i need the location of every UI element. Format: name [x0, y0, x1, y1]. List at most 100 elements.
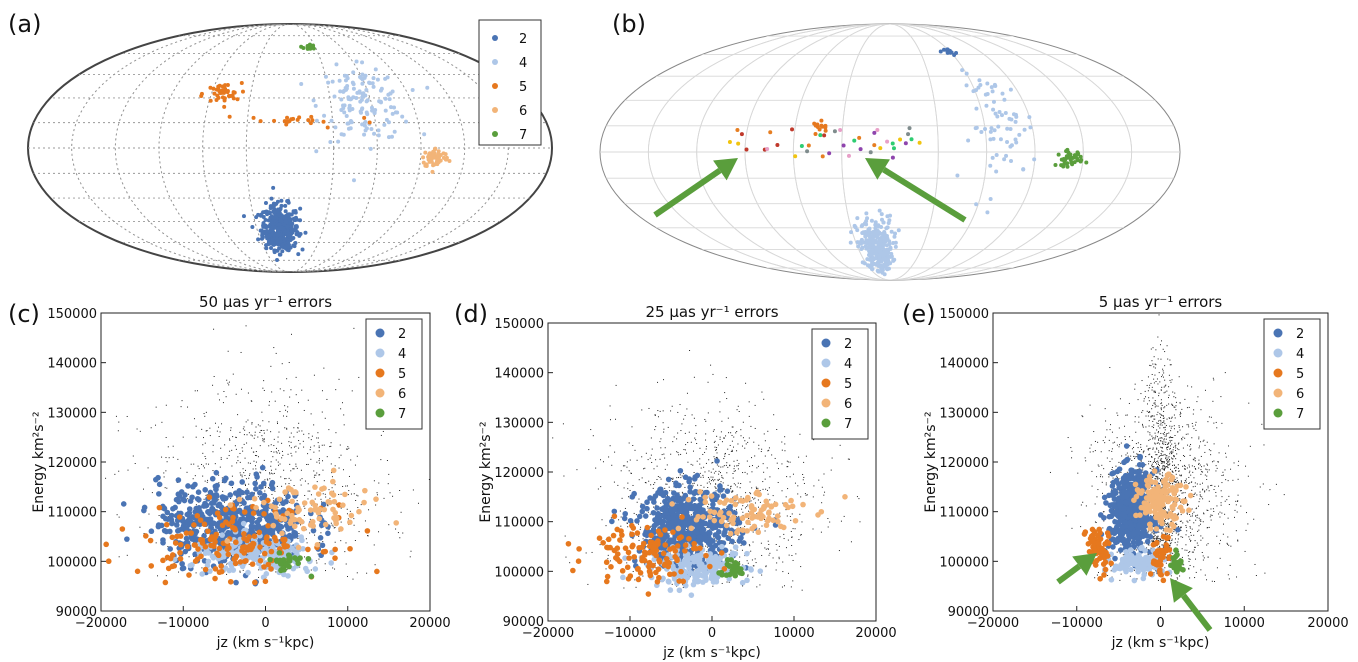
- background-point: [708, 470, 710, 472]
- background-point: [268, 445, 270, 447]
- background-point: [659, 476, 661, 478]
- point-group-2: [192, 551, 198, 558]
- background-point: [706, 551, 708, 553]
- background-point: [732, 472, 734, 474]
- point-group-4: [682, 582, 689, 589]
- background-point: [666, 532, 668, 534]
- point-group-4: [988, 137, 993, 142]
- background-point: [752, 565, 754, 567]
- background-point: [428, 478, 430, 480]
- point-group-6: [298, 518, 305, 525]
- background-point: [732, 490, 734, 492]
- background-point: [383, 497, 385, 499]
- background-point: [736, 431, 738, 433]
- point-group-6: [427, 152, 432, 157]
- background-point: [667, 426, 669, 428]
- background-point: [203, 467, 205, 469]
- background-point: [399, 537, 401, 539]
- background-point: [706, 527, 708, 529]
- background-point: [646, 546, 648, 548]
- point-group-4: [322, 113, 327, 118]
- background-point: [715, 487, 717, 489]
- point-group-7: [1079, 158, 1084, 163]
- background-point: [263, 441, 265, 443]
- background-point: [460, 550, 461, 551]
- background-point: [222, 402, 224, 404]
- background-point: [681, 423, 683, 425]
- point-group-2: [263, 200, 268, 205]
- point-group-4: [372, 131, 377, 136]
- background-point: [318, 460, 320, 462]
- background-point: [749, 492, 751, 494]
- legend-label-4: 4: [519, 56, 527, 71]
- background-point: [313, 374, 315, 376]
- point-group-6: [289, 498, 295, 505]
- background-point: [821, 486, 823, 488]
- point-group-4: [363, 120, 368, 125]
- point-group-2: [703, 537, 709, 544]
- point-group-4: [869, 263, 874, 268]
- background-point: [632, 484, 634, 486]
- background-point: [762, 481, 764, 483]
- background-point: [237, 456, 239, 458]
- point-group-5: [617, 537, 623, 543]
- background-point: [328, 489, 330, 491]
- point-group-4: [299, 82, 304, 87]
- point-group-4: [677, 561, 684, 568]
- point-group-7: [1069, 160, 1074, 165]
- background-point: [330, 445, 332, 447]
- background-point: [258, 576, 260, 578]
- meridian-line: [202, 24, 378, 272]
- background-point: [309, 532, 311, 534]
- point-group-4: [857, 240, 862, 245]
- background-point: [647, 511, 649, 513]
- point-group-4: [345, 83, 350, 88]
- point-group-4: [1027, 115, 1032, 120]
- background-point: [304, 507, 306, 509]
- background-point: [777, 468, 779, 470]
- background-point: [689, 350, 691, 352]
- point-group-4: [360, 81, 365, 86]
- point-group-4: [971, 89, 976, 94]
- background-point: [707, 506, 709, 508]
- point-group-4: [864, 246, 869, 251]
- background-point: [255, 479, 257, 481]
- point-group-4: [964, 83, 969, 88]
- background-point: [726, 398, 728, 400]
- background-point: [305, 538, 307, 540]
- background-point: [664, 468, 666, 470]
- background-point: [299, 479, 301, 481]
- point-group-4: [362, 132, 367, 137]
- background-point: [644, 481, 646, 483]
- point-group-2: [272, 210, 277, 215]
- background-point: [792, 559, 794, 561]
- background-point: [648, 480, 650, 482]
- background-point: [161, 456, 163, 458]
- point-group-2: [268, 482, 275, 488]
- background-point: [321, 444, 323, 446]
- point-group-4: [1005, 126, 1010, 131]
- point-group-4: [886, 254, 891, 259]
- point-group-2: [280, 249, 285, 254]
- point-group-4: [337, 78, 342, 83]
- background-point: [756, 586, 758, 588]
- background-point: [755, 486, 757, 488]
- point-group-2: [287, 234, 292, 239]
- point-group-4: [326, 80, 331, 85]
- point-group-2: [622, 510, 629, 517]
- background-point: [201, 567, 203, 569]
- background-point: [792, 580, 794, 582]
- background-point: [157, 575, 159, 577]
- background-point: [126, 554, 128, 556]
- background-point: [776, 462, 778, 464]
- point-group-5: [228, 94, 233, 99]
- background-point: [213, 376, 215, 378]
- point-group-6: [312, 484, 318, 490]
- point-group-2: [160, 539, 166, 546]
- background-point: [298, 533, 300, 535]
- point-group-5: [603, 578, 610, 585]
- background-point: [267, 479, 269, 481]
- legend-label-5: 5: [398, 367, 406, 382]
- point-group-5: [565, 540, 572, 547]
- background-point: [705, 420, 707, 422]
